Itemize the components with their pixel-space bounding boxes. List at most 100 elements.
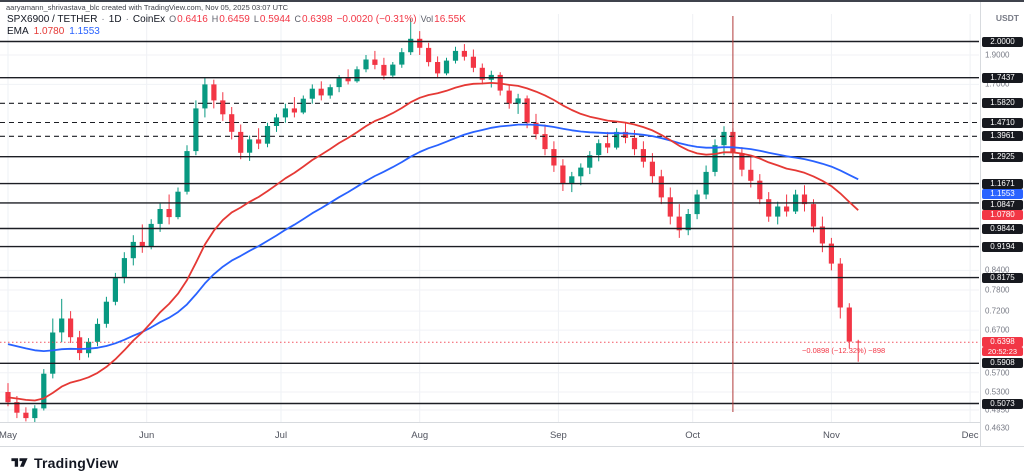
candle: [488, 70, 494, 88]
candle: [390, 62, 396, 79]
price-level-badge[interactable]: 1.7437: [982, 72, 1023, 83]
candle: [524, 95, 530, 129]
ema-fast-value: 1.0780: [33, 26, 65, 37]
price-tick: 0.5300: [985, 387, 1010, 397]
price-level-badge[interactable]: 0.8175: [982, 272, 1023, 283]
price-level-badge[interactable]: 0.5908: [982, 358, 1023, 369]
price-axis[interactable]: USDT 1.9000 1.7000 0.8400 0.7800 0.7200 0.670…: [980, 2, 1024, 446]
price-level-badge[interactable]: 2.0000: [982, 36, 1023, 47]
legend-separator: ·: [101, 14, 105, 25]
candle: [103, 296, 109, 328]
candle: [59, 298, 65, 343]
candle: [354, 66, 360, 83]
timeframe-label[interactable]: 1D: [108, 14, 122, 25]
price-level-badge[interactable]: 0.5073: [982, 398, 1023, 409]
indicator-name[interactable]: EMA: [7, 26, 29, 37]
candle: [130, 235, 136, 266]
candle: [381, 57, 387, 80]
candle: [506, 84, 512, 109]
candle: [41, 369, 47, 411]
symbol-legend[interactable]: SPX6900 / TETHER · 1D · CoinEx O 0.6416 …: [7, 14, 466, 25]
gridlines: [0, 14, 979, 422]
price-tick: 0.5700: [985, 368, 1010, 378]
candle: [32, 405, 38, 423]
ema-slow-line[interactable]: [7, 123, 859, 352]
candle: [784, 194, 790, 217]
candle: [810, 199, 817, 233]
candle: [837, 258, 843, 319]
candle: [578, 163, 584, 186]
candle: [148, 219, 154, 250]
candle: [569, 171, 575, 193]
candle: [300, 95, 306, 115]
ema-fast-line[interactable]: [7, 82, 859, 402]
last-price-badge[interactable]: 0.6398: [982, 337, 1023, 348]
ema-value-badge[interactable]: 1.0780: [982, 210, 1023, 221]
candle: [766, 192, 772, 222]
candle: [77, 330, 83, 361]
tradingview-logo-icon: [11, 458, 28, 467]
price-level-badge[interactable]: 1.4710: [982, 117, 1023, 128]
price-level-badge[interactable]: 0.9844: [982, 223, 1023, 234]
candle: [470, 49, 476, 73]
candle: [712, 139, 718, 177]
countdown-badge: 20:52:23: [982, 347, 1023, 357]
candle: [363, 55, 369, 73]
candle: [560, 159, 566, 191]
candle: [533, 113, 539, 140]
close-value: 0.6398: [301, 14, 333, 25]
candle: [238, 124, 244, 160]
candle: [855, 339, 861, 362]
candle: [273, 113, 280, 132]
candle: [121, 252, 127, 284]
price-level-badge[interactable]: 1.5820: [982, 98, 1023, 109]
tradingview-logo[interactable]: TradingView: [10, 454, 118, 471]
price-tick: 0.6700: [985, 325, 1010, 335]
footer-bar: TradingView: [0, 446, 1024, 476]
candle: [426, 42, 432, 67]
price-tick: 0.8400: [985, 265, 1010, 275]
price-tick: 0.7200: [985, 306, 1010, 316]
tradingview-logo-text: TradingView: [34, 454, 119, 471]
candle: [408, 18, 414, 55]
symbol-name[interactable]: SPX6900 / TETHER: [7, 14, 98, 25]
candle: [658, 169, 664, 205]
month-label: Aug: [411, 430, 429, 441]
price-level-badge[interactable]: 1.3961: [982, 131, 1023, 142]
month-label: Jun: [139, 430, 155, 441]
candle: [166, 194, 172, 225]
candle: [309, 84, 315, 104]
candle: [452, 46, 459, 64]
candle: [614, 128, 620, 150]
candle: [676, 204, 682, 238]
candle: [256, 128, 262, 150]
time-axis[interactable]: May Jun Jul Aug Sep Oct Nov Dec: [0, 422, 980, 446]
price-axis-currency: USDT: [995, 13, 1019, 23]
low-value: 0.5944: [259, 14, 291, 25]
indicator-legend[interactable]: EMA 1.0780 1.1553: [7, 26, 100, 37]
open-value: 0.6416: [177, 14, 208, 25]
candle: [291, 97, 297, 118]
candle: [399, 48, 405, 68]
month-label: May: [0, 430, 17, 441]
month-label: Oct: [685, 430, 701, 441]
price-tick: 0.4950: [985, 405, 1010, 415]
price-level-badge[interactable]: 1.1671: [982, 178, 1023, 189]
month-label: Jul: [274, 430, 288, 441]
price-level-badge[interactable]: 1.2925: [982, 151, 1023, 162]
price-level-badge[interactable]: 1.0847: [982, 199, 1023, 210]
candle: [649, 153, 655, 183]
candle: [667, 187, 673, 225]
candle: [282, 103, 288, 123]
close-label: C: [294, 14, 301, 24]
price-level-badge[interactable]: 0.9194: [982, 241, 1023, 252]
candle: [739, 147, 745, 177]
candle: [202, 77, 208, 118]
candle: [703, 165, 709, 200]
candle: [229, 107, 235, 140]
ema-value-badge[interactable]: 1.1553: [982, 189, 1023, 200]
legend-separator: ·: [125, 14, 129, 25]
price-tick: 1.9000: [985, 50, 1010, 60]
